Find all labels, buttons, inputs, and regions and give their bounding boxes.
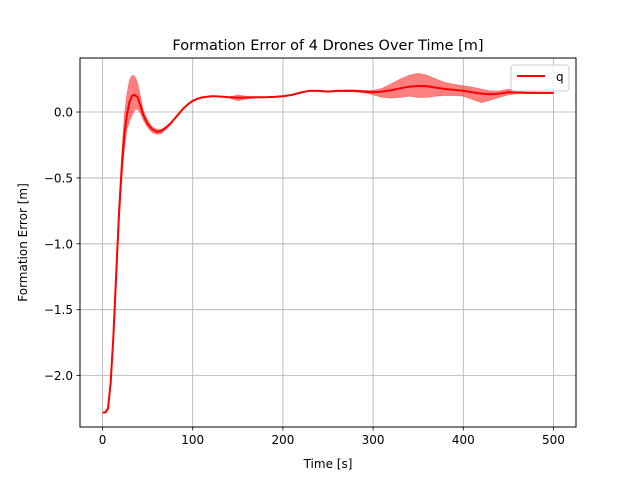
- y-tick-label: −1.0: [44, 237, 73, 251]
- legend-box: [510, 64, 570, 92]
- chart-title: Formation Error of 4 Drones Over Time [m…: [172, 38, 483, 54]
- y-tick-label: −0.5: [44, 171, 73, 185]
- x-tick-label: 400: [452, 433, 475, 447]
- x-axis-label: Time [s]: [303, 457, 353, 471]
- x-tick-label: 0: [99, 433, 107, 447]
- x-tick-label: 200: [271, 433, 294, 447]
- y-axis-ticks: −2.0 −1.5 −1.0 −0.5 0.0: [44, 106, 80, 383]
- y-tick-label: −1.5: [44, 303, 73, 317]
- series-line-q: [102, 84, 554, 414]
- x-tick-label: 100: [181, 433, 204, 447]
- legend: q: [510, 64, 570, 92]
- plot-frame: [79, 57, 577, 428]
- series-line-layer: [102, 84, 554, 414]
- x-axis-ticks: 0 100 200 300 400 500: [99, 427, 565, 447]
- y-tick-label: 0.0: [54, 106, 73, 120]
- grid-lines: [80, 58, 576, 427]
- y-axis-label: Formation Error [m]: [16, 183, 30, 302]
- x-tick-label: 300: [362, 433, 385, 447]
- legend-label-q: q: [556, 70, 564, 84]
- y-tick-label: −2.0: [44, 369, 73, 383]
- x-tick-label: 500: [542, 433, 565, 447]
